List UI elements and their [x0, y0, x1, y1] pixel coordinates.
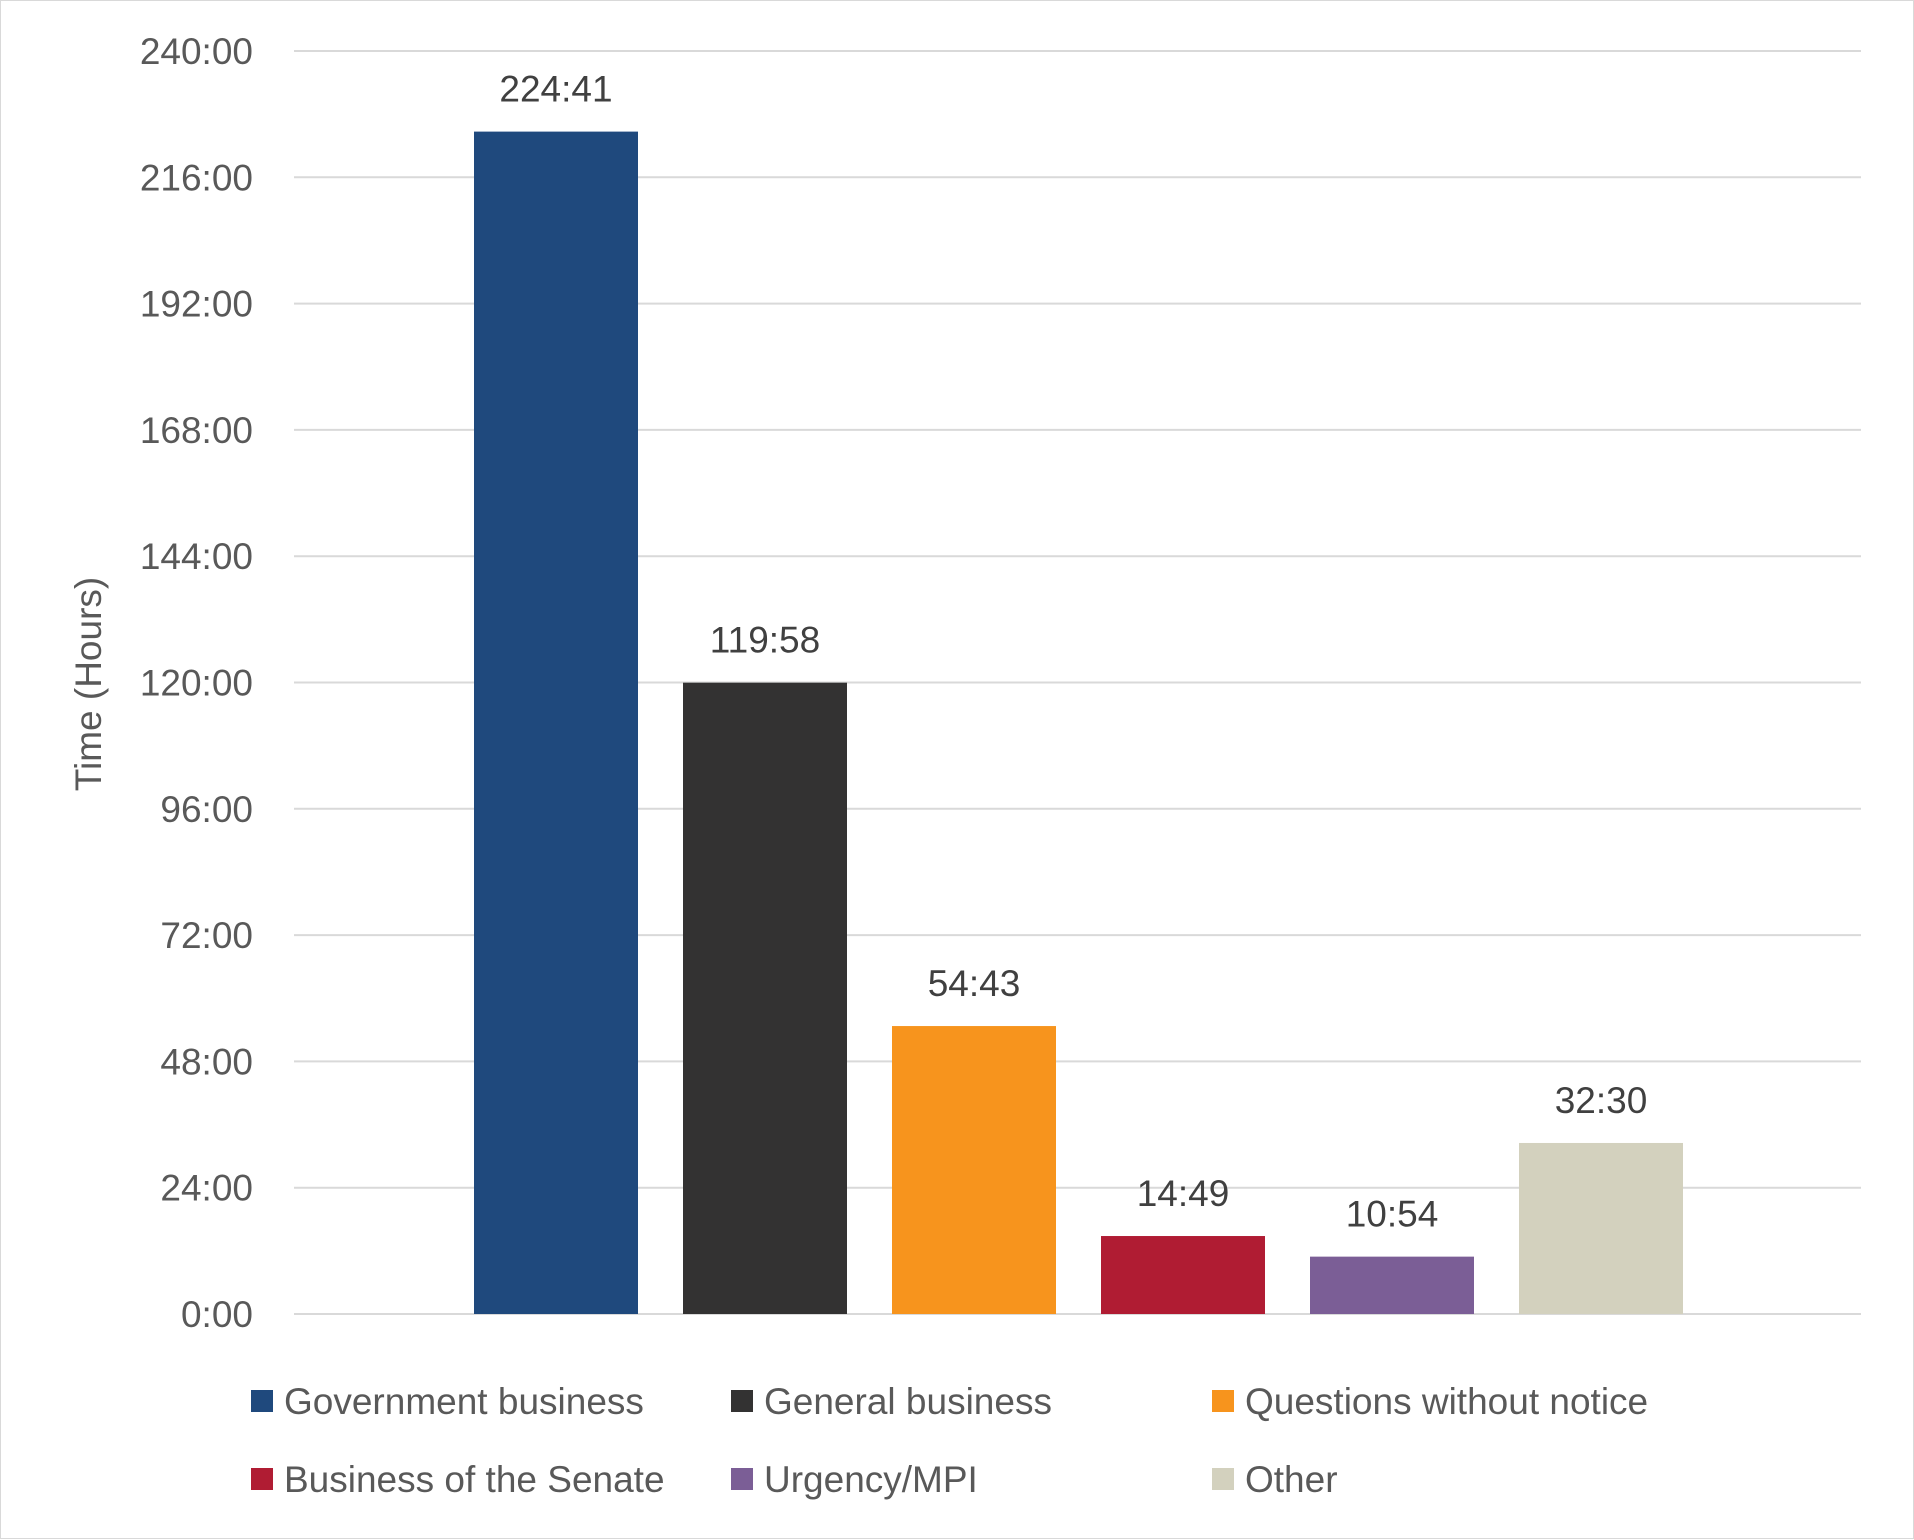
- y-tick-label: 240:00: [140, 31, 253, 72]
- data-label: 10:54: [1346, 1194, 1439, 1235]
- legend-label: Government business: [284, 1381, 644, 1422]
- y-tick-label: 168:00: [140, 410, 253, 451]
- y-axis-title: Time (Hours): [68, 577, 109, 791]
- data-label: 224:41: [499, 69, 612, 110]
- legend-label: Questions without notice: [1245, 1381, 1648, 1422]
- bar-2: [683, 682, 847, 1314]
- data-label: 32:30: [1555, 1080, 1648, 1121]
- y-tick-label: 216:00: [140, 157, 253, 198]
- legend-label: General business: [764, 1381, 1052, 1422]
- y-tick-label: 48:00: [160, 1041, 253, 1082]
- bar-5: [1310, 1256, 1474, 1314]
- y-axis-tick-labels: 0:00 24:00 48:00 72:00 96:00 120:00 144:00 168:…: [140, 31, 253, 1335]
- legend-swatch: [731, 1390, 753, 1412]
- legend-swatch: [1212, 1390, 1234, 1412]
- legend-swatch: [1212, 1468, 1234, 1490]
- data-labels: 224:41 119:58 54:43 14:49 10:54 32:30: [499, 69, 1647, 1235]
- bars: [474, 131, 1683, 1314]
- legend-swatch: [251, 1468, 273, 1490]
- y-tick-label: 72:00: [160, 915, 253, 956]
- legend-swatch: [731, 1468, 753, 1490]
- bar-6: [1519, 1142, 1683, 1314]
- legend-label: Business of the Senate: [284, 1459, 665, 1500]
- legend-label: Urgency/MPI: [764, 1459, 978, 1500]
- y-tick-label: 120:00: [140, 663, 253, 704]
- y-tick-label: 144:00: [140, 536, 253, 577]
- data-label: 119:58: [710, 620, 820, 661]
- y-tick-label: 192:00: [140, 284, 253, 325]
- bar-4: [1101, 1236, 1265, 1314]
- bar-3: [892, 1026, 1056, 1314]
- legend: Government business General business Quest…: [251, 1381, 1648, 1500]
- y-tick-label: 24:00: [160, 1168, 253, 1209]
- y-tick-label: 96:00: [160, 789, 253, 830]
- legend-swatch: [251, 1390, 273, 1412]
- bar-1: [474, 131, 638, 1314]
- y-tick-label: 0:00: [181, 1294, 253, 1335]
- legend-label: Other: [1245, 1459, 1338, 1500]
- data-label: 54:43: [928, 963, 1021, 1004]
- data-label: 14:49: [1137, 1173, 1230, 1214]
